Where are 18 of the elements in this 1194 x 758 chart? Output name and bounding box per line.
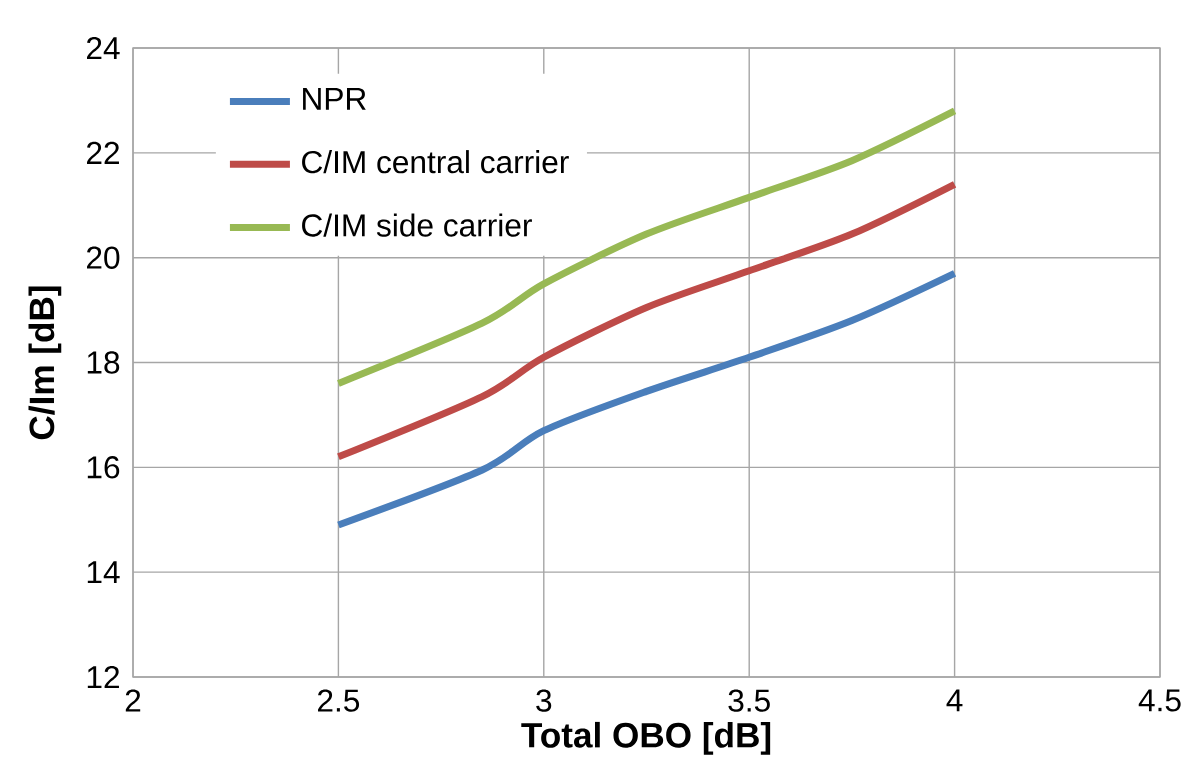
y-tick-label: 22 xyxy=(87,141,119,164)
y-tick-label: 20 xyxy=(87,246,120,269)
x-tick-label: 4.5 xyxy=(1138,689,1181,712)
x-tick-label: 4 xyxy=(946,689,963,712)
x-tick-label: 3.5 xyxy=(728,689,770,712)
legend-label: NPR xyxy=(303,87,366,110)
legend-label: C/IM side carrier xyxy=(302,213,532,237)
x-axis-title: Total OBO [dB] xyxy=(521,721,771,755)
y-tick-label: 18 xyxy=(87,351,120,374)
y-tick-label: 16 xyxy=(87,456,120,479)
x-tick-label: 3 xyxy=(536,689,552,712)
y-axis-title: C/Im [dB] xyxy=(28,286,62,440)
legend-label: C/IM central carrier xyxy=(302,150,569,174)
y-tick-label: 24 xyxy=(87,36,120,60)
x-tick-label: 2.5 xyxy=(318,689,360,712)
y-tick-label: 14 xyxy=(87,561,120,584)
x-tick-label: 2 xyxy=(125,689,141,712)
y-tick-label: 12 xyxy=(87,665,119,689)
